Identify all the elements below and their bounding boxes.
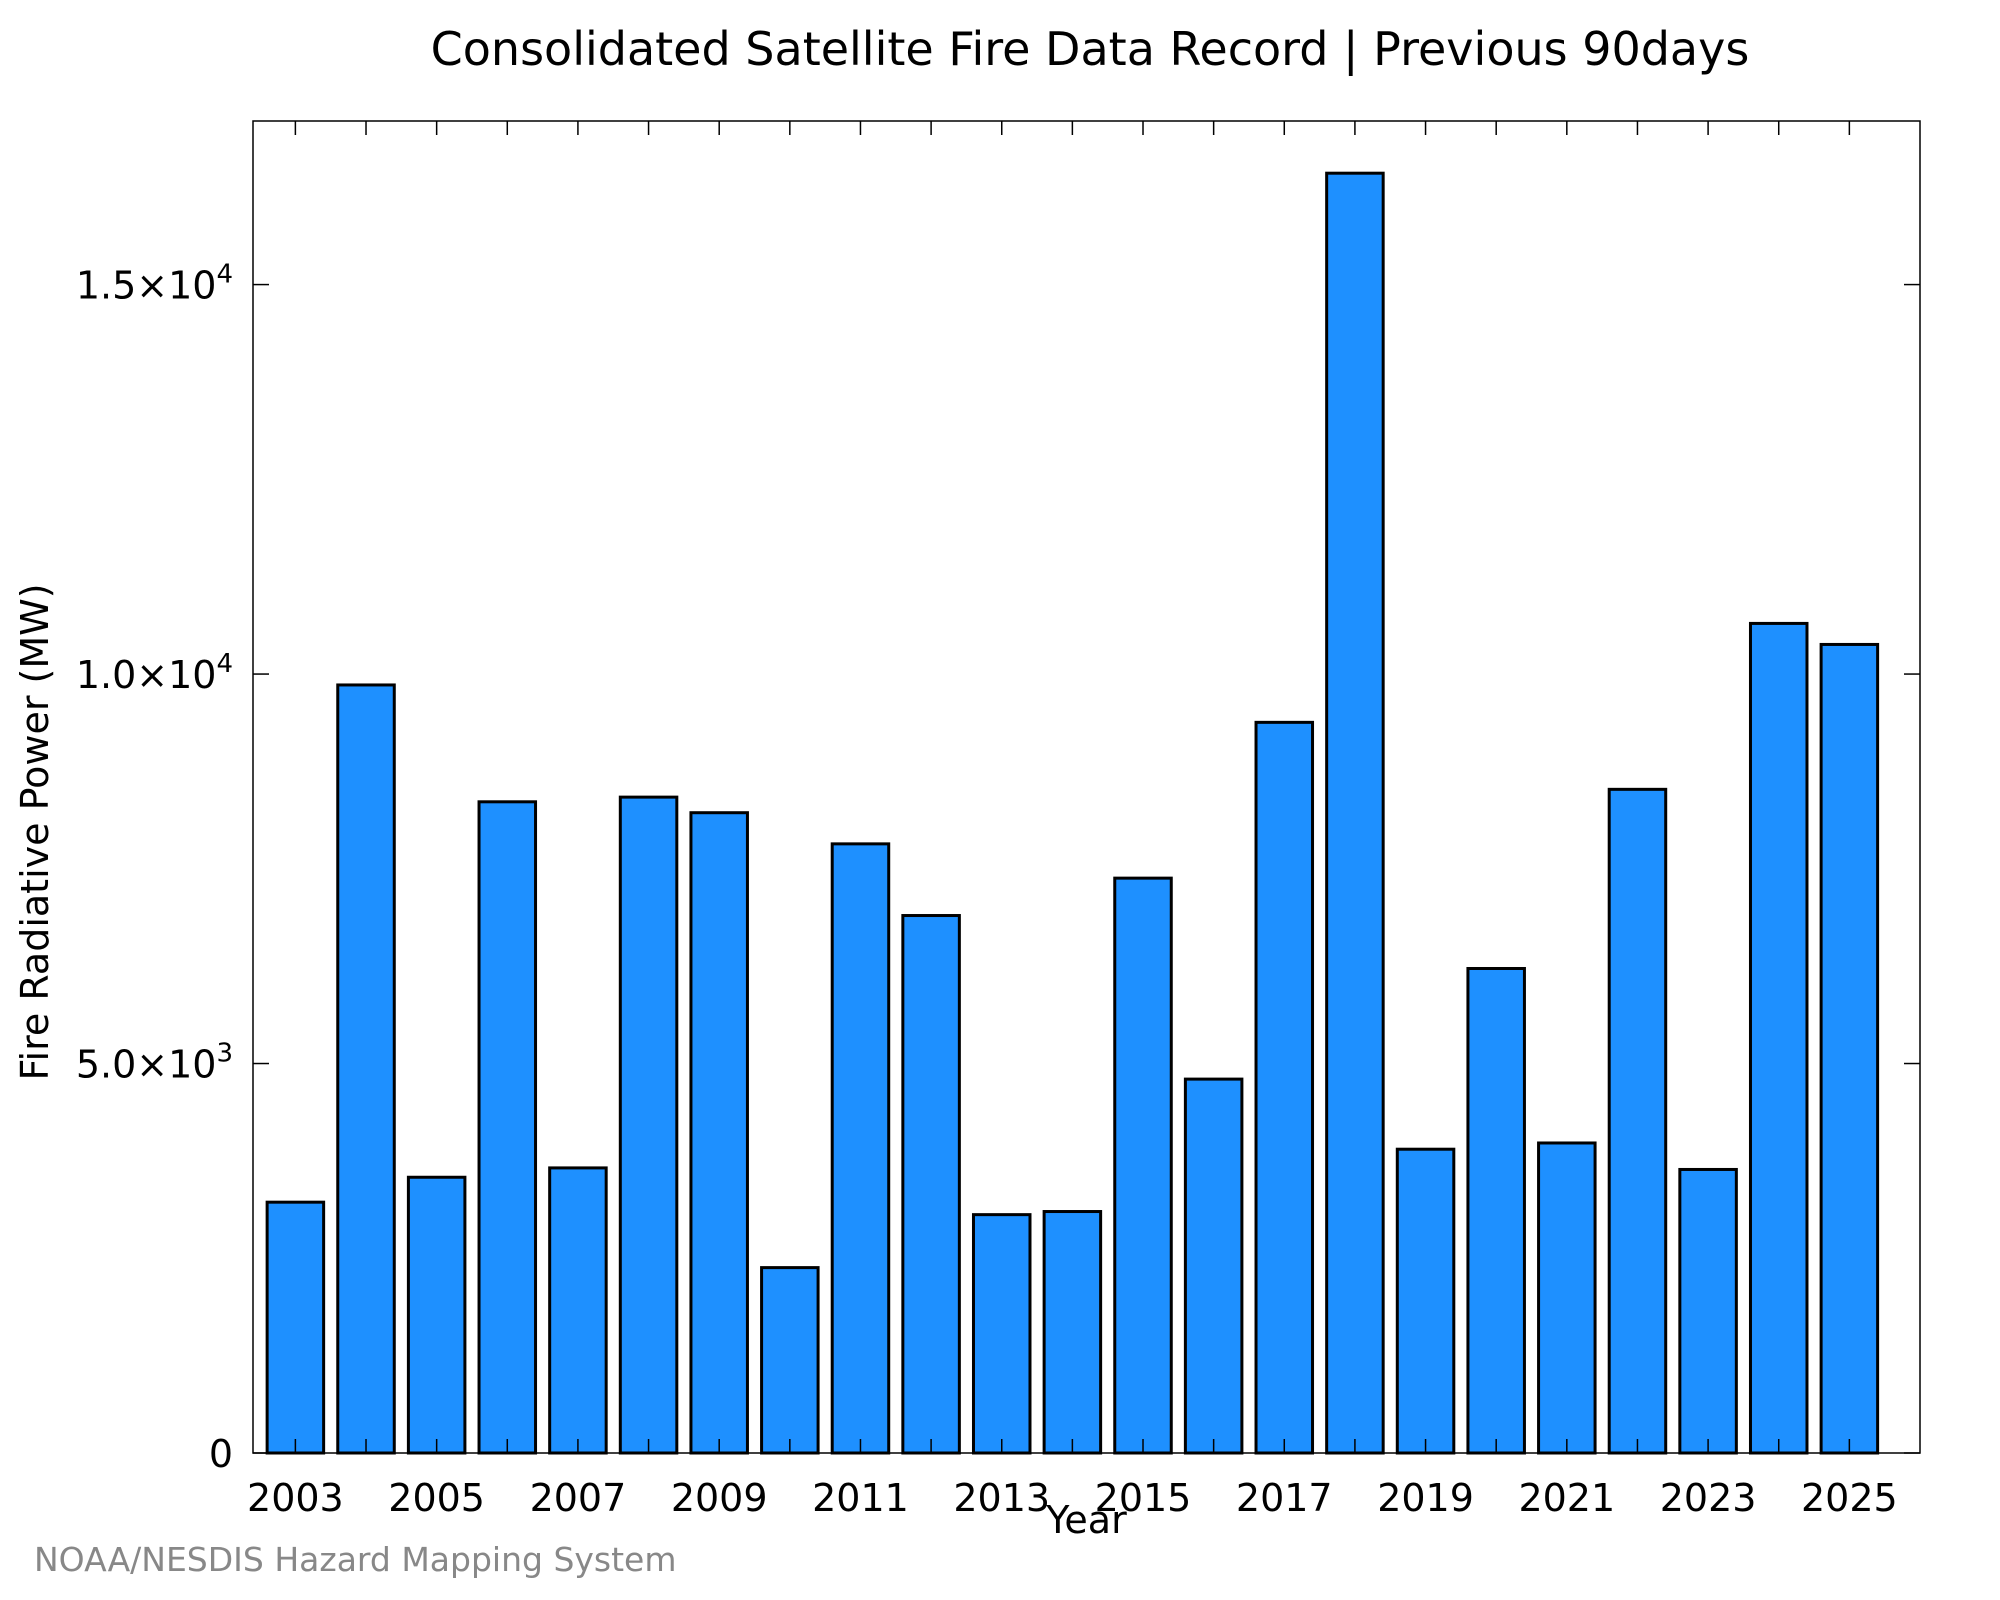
x-tick-label-2005: 2005 — [388, 1476, 485, 1520]
bar-2010 — [760, 1266, 820, 1455]
bar-2011 — [830, 842, 891, 1455]
y-tick-label-15000: 1.5×104 — [76, 260, 233, 308]
bar-2013 — [971, 1213, 1032, 1455]
y-tick-label-0: 0 — [209, 1432, 233, 1476]
x-tick-label-2009: 2009 — [671, 1476, 768, 1520]
plot-frame — [252, 120, 1921, 1454]
bar-2022 — [1607, 787, 1668, 1455]
bar-2015 — [1113, 876, 1173, 1455]
bar-2021 — [1537, 1141, 1597, 1455]
x-tick-label-2011: 2011 — [812, 1476, 909, 1520]
y-tick-label-5000: 5.0×103 — [76, 1039, 233, 1087]
x-tick-label-2017: 2017 — [1236, 1476, 1333, 1520]
bar-2023 — [1678, 1167, 1738, 1455]
bar-2005 — [406, 1175, 467, 1455]
bar-2006 — [477, 800, 538, 1455]
x-tick-label-2013: 2013 — [953, 1476, 1050, 1520]
x-tick-label-2003: 2003 — [247, 1476, 344, 1520]
bar-2017 — [1254, 720, 1315, 1455]
credit-text: NOAA/NESDIS Hazard Mapping System — [34, 1540, 677, 1579]
bar-2024 — [1748, 621, 1809, 1455]
x-tick-label-2023: 2023 — [1660, 1476, 1757, 1520]
bar-2018 — [1325, 171, 1385, 1455]
x-tick-label-2007: 2007 — [530, 1476, 627, 1520]
y-axis-label: Fire Radiative Power (MW) — [13, 583, 57, 1080]
bar-2007 — [548, 1166, 608, 1455]
chart-title: Consolidated Satellite Fire Data Record … — [430, 22, 1750, 76]
bar-2020 — [1466, 966, 1526, 1455]
bar-2025 — [1819, 642, 1880, 1455]
x-tick-label-2025: 2025 — [1801, 1476, 1898, 1520]
x-tick-label-2021: 2021 — [1518, 1476, 1615, 1520]
bar-2014 — [1042, 1210, 1103, 1455]
x-tick-label-2015: 2015 — [1095, 1476, 1192, 1520]
bar-2008 — [618, 795, 679, 1455]
bar-2004 — [336, 683, 396, 1455]
bar-2009 — [689, 811, 749, 1455]
bar-2016 — [1183, 1077, 1244, 1455]
x-tick-label-2019: 2019 — [1377, 1476, 1474, 1520]
bar-2003 — [265, 1200, 326, 1455]
bar-2019 — [1395, 1147, 1456, 1455]
y-tick-label-10000: 1.0×104 — [76, 649, 233, 697]
x-axis-label: Year — [1045, 1498, 1127, 1542]
bar-2012 — [901, 914, 961, 1455]
